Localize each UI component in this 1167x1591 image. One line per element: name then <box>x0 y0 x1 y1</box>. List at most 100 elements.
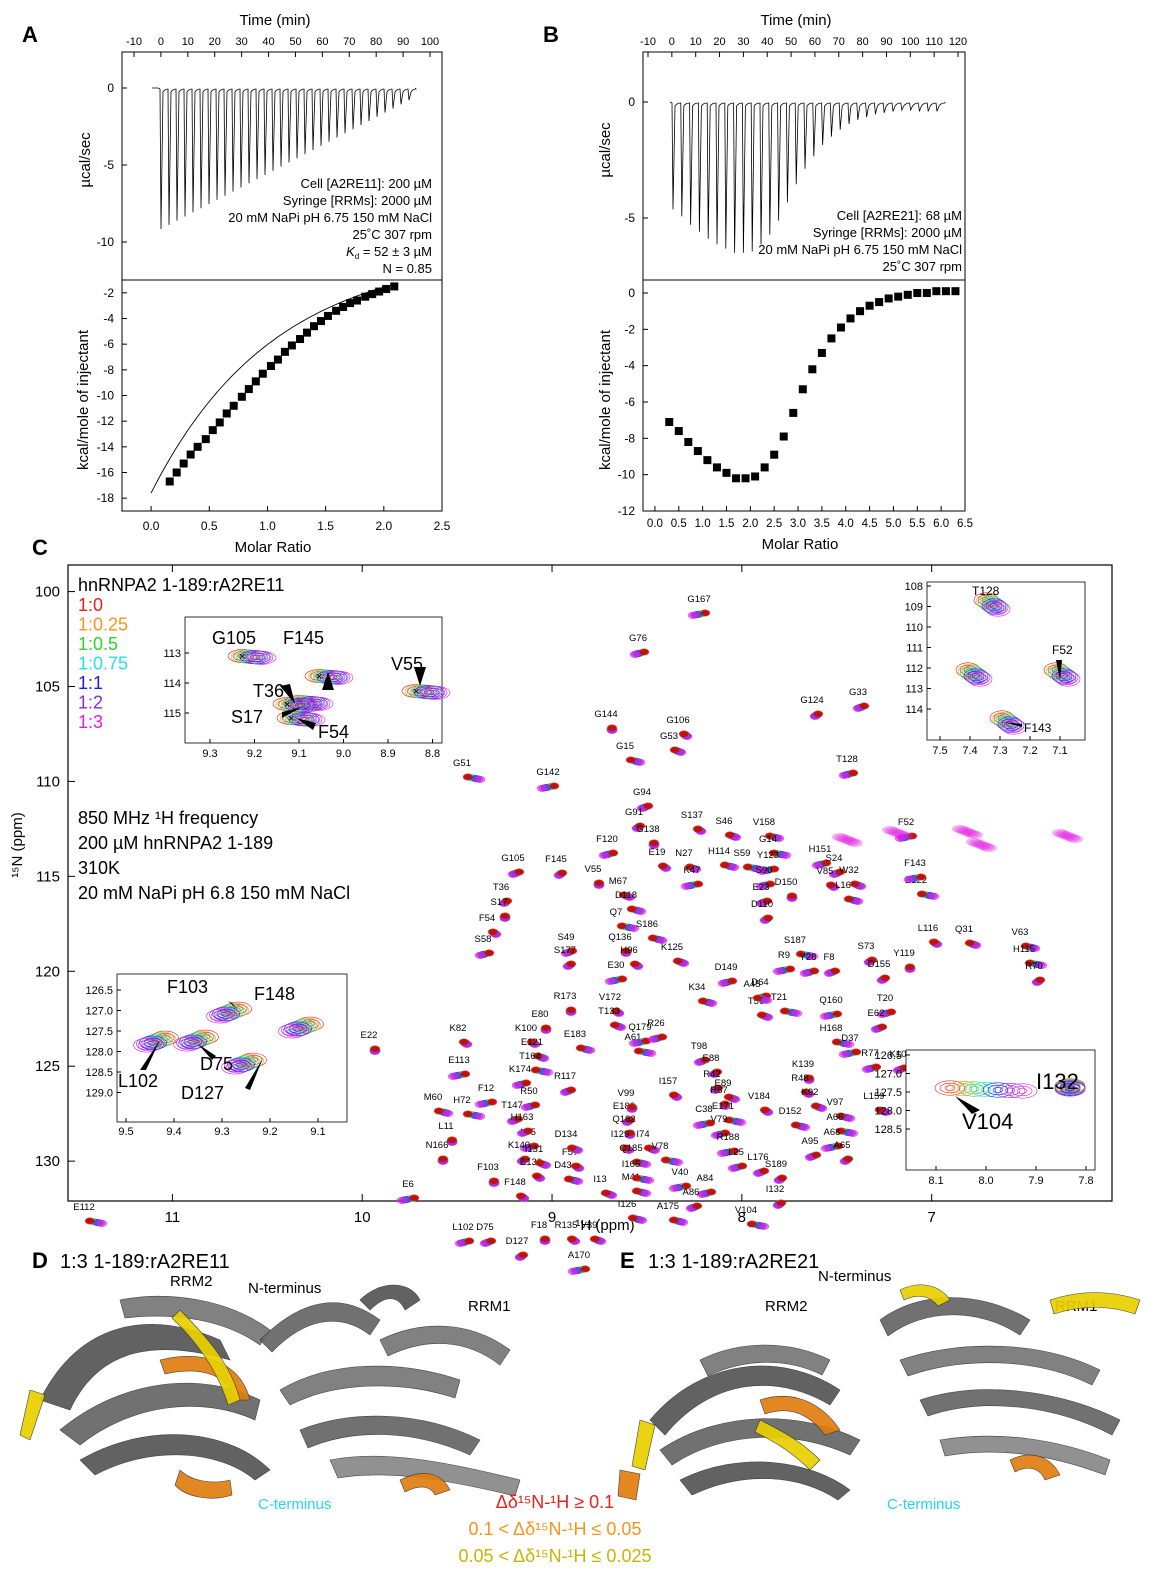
data-point <box>346 299 355 308</box>
peak-core <box>566 961 576 967</box>
peak-label: L25 <box>728 1147 744 1158</box>
inset2-contour <box>987 602 1005 613</box>
peak-core <box>619 892 629 898</box>
peak-label: G144 <box>594 709 617 720</box>
inset4-xtick: 8.1 <box>928 1175 943 1187</box>
peak-label: N166 <box>426 1140 449 1151</box>
peak-core <box>836 1113 846 1119</box>
peak-label: K140 <box>508 1140 530 1151</box>
peak-core <box>681 1183 691 1189</box>
peak-core <box>763 915 773 921</box>
time-tick-label: 60 <box>316 36 328 48</box>
peak-contour <box>799 1123 811 1131</box>
peak-label: D152 <box>779 1106 802 1117</box>
ribbon-strand <box>119 1295 271 1346</box>
peak-contour <box>677 1218 689 1226</box>
peak-cluster <box>1061 832 1077 841</box>
peak-cluster <box>1055 830 1071 839</box>
panel-e-title: 1:3 1-189:rA2RE21 <box>648 1251 819 1273</box>
time-tick-label: -10 <box>640 36 656 48</box>
time-tick-label: 60 <box>809 36 821 48</box>
inset2-contour <box>1055 671 1081 687</box>
inset2-contour <box>1061 674 1071 681</box>
peak-label: F148 <box>504 1177 526 1188</box>
peak-core <box>489 1178 499 1184</box>
peak-core <box>621 948 631 954</box>
peak-contour <box>604 977 616 985</box>
peak-label: G138 <box>636 824 659 835</box>
hsqc-y-tick-label: 115 <box>36 868 60 885</box>
peak-core <box>965 940 975 946</box>
kd-symbol: K <box>346 244 356 259</box>
data-point <box>287 341 296 350</box>
peak-contour <box>1036 961 1048 969</box>
peak-core <box>648 935 658 941</box>
peak-contour <box>572 1177 584 1185</box>
data-point <box>353 296 362 305</box>
peak-core <box>859 703 869 709</box>
peak-contour <box>634 758 646 766</box>
inset-i132: 8.1 8.0 7.9 7.8 126.5 127.0 127.5 128.0 128.5 I13… <box>874 1049 1096 1187</box>
peak-core <box>657 1034 667 1040</box>
data-point <box>760 463 769 472</box>
peak-label: S187 <box>784 935 806 946</box>
peak-core <box>836 1128 846 1134</box>
peak-contour <box>584 1046 596 1054</box>
hsqc-x-tick-label: 11 <box>165 1209 181 1226</box>
peak-label: A68 <box>824 1127 841 1138</box>
kcal-tick-label: -6 <box>103 337 114 351</box>
peak-core <box>669 1217 679 1223</box>
peak-core <box>610 1022 620 1028</box>
peak-label: R26 <box>647 1018 664 1029</box>
peak-label: K92 <box>802 1087 819 1098</box>
peak-label: A45 <box>744 979 761 990</box>
peak-contour <box>687 611 699 619</box>
peak-label: L176 <box>747 1152 768 1163</box>
peak-core <box>520 1156 530 1162</box>
data-point <box>361 292 370 301</box>
kcal-tick-label: -2 <box>103 286 114 300</box>
peak-contour <box>819 1012 831 1020</box>
peak-contour <box>635 907 647 915</box>
peak-label: V55 <box>585 864 602 875</box>
inset1-cross: × <box>316 671 322 683</box>
peak-core <box>1021 943 1031 949</box>
peak-core <box>724 1117 734 1123</box>
peak-core <box>875 1107 885 1113</box>
panel-a-letter: A <box>22 22 38 47</box>
peak-label: V85 <box>817 866 834 877</box>
ribbon-strand <box>279 1365 461 1406</box>
peak-core <box>724 1094 734 1100</box>
inset2-contour <box>1001 719 1027 735</box>
hsqc-x-tick-label: 9 <box>548 1209 556 1226</box>
peak-cluster <box>1064 833 1080 842</box>
peak-core <box>628 1215 638 1221</box>
inset1-cross: × <box>239 651 245 663</box>
peak-core <box>796 951 806 957</box>
peak-core <box>785 966 795 972</box>
peak-label: D150 <box>775 877 798 888</box>
peak-core <box>617 976 627 982</box>
peak-cluster <box>966 838 982 846</box>
inset4-contour <box>1004 1087 1016 1094</box>
peak-label: M41 <box>622 1172 640 1183</box>
peak-core <box>590 1236 600 1242</box>
peak-core <box>811 1103 821 1109</box>
peak-label: S73 <box>858 941 875 952</box>
data-point <box>751 472 760 481</box>
molar-tick-label: 2.0 <box>742 518 758 530</box>
peak-label: K47 <box>684 865 701 876</box>
data-point <box>712 463 721 472</box>
peak-cluster <box>969 839 985 848</box>
time-tick-label: 50 <box>289 36 301 48</box>
peak-label: F52 <box>898 817 914 828</box>
peak-contour <box>758 1222 770 1230</box>
inset2-contour <box>1053 669 1079 685</box>
peak-label: L159 <box>863 1091 884 1102</box>
inset3-label: F148 <box>254 984 295 1004</box>
peak-label: S186 <box>636 919 658 930</box>
inset2-contour <box>967 671 993 687</box>
inset3-contour <box>290 1027 300 1033</box>
peak-label: E180 <box>613 1101 635 1112</box>
peak-label: E88 <box>703 1053 720 1064</box>
